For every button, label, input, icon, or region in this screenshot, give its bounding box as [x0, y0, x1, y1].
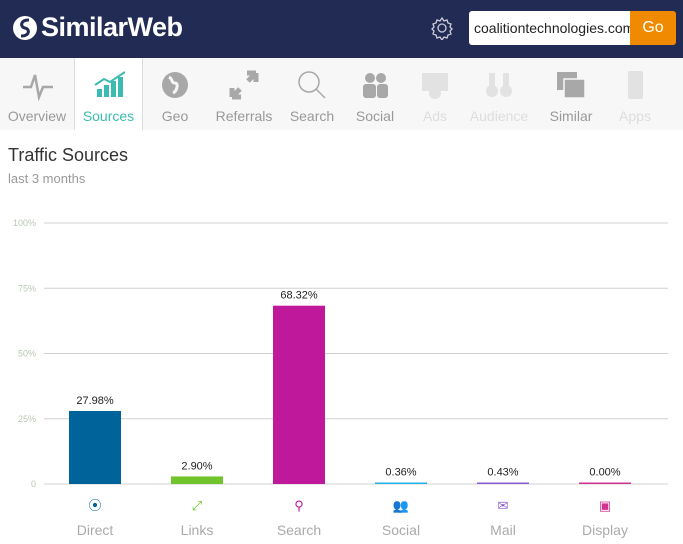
page-title: Traffic Sources — [8, 145, 129, 165]
section-nav: Overview Sources Geo Referrals Search Social A… — [0, 58, 683, 130]
tab-geo[interactable]: Geo — [143, 58, 207, 130]
tab-ads: Ads — [407, 58, 463, 130]
bar-mail[interactable] — [477, 482, 529, 485]
tab-label: Referrals — [215, 108, 273, 124]
settings-gear-icon[interactable] — [430, 16, 454, 40]
logo[interactable]: SimilarWeb — [12, 12, 183, 43]
x-tick-label: Links — [181, 522, 214, 538]
y-tick-label: 75% — [18, 283, 36, 293]
ads-icon — [419, 68, 451, 102]
people-icon — [359, 68, 391, 102]
phone-icon — [619, 68, 651, 102]
logo-text: SimilarWeb — [41, 12, 183, 42]
y-tick-label: 50% — [18, 349, 36, 359]
data-label: 68.32% — [280, 290, 318, 302]
tab-audience: Audience — [463, 58, 535, 130]
tab-social[interactable]: Social — [343, 58, 407, 130]
traffic-sources-chart: 0 25% 50% 75% 100% 27.98% ⦿ Direct 2.90% ⤢ Links 68… — [13, 218, 668, 538]
tab-label: Search — [289, 108, 335, 124]
data-label: 0.43% — [487, 467, 518, 479]
bar-direct[interactable] — [69, 410, 121, 484]
data-label: 0.36% — [385, 467, 416, 479]
bar-search[interactable] — [273, 305, 325, 484]
tab-label: Apps — [619, 108, 651, 124]
tab-label: Sources — [82, 108, 135, 124]
data-label: 0.00% — [589, 467, 620, 479]
similarweb-logo-icon — [13, 15, 37, 40]
tab-label: Ads — [422, 108, 448, 124]
tab-search[interactable]: Search — [281, 58, 343, 130]
tab-similar[interactable]: Similar — [535, 58, 607, 130]
x-tick-label: Mail — [490, 522, 516, 538]
binoculars-icon — [483, 68, 515, 102]
tab-apps: Apps — [607, 58, 663, 130]
tab-label: Social — [355, 108, 395, 124]
social-icon: 👥 — [393, 498, 409, 513]
tab-label: Overview — [7, 108, 67, 124]
tab-sources[interactable]: Sources — [74, 58, 143, 130]
windows-icon — [555, 68, 587, 102]
search-icon: ⚲ — [294, 498, 304, 513]
bar-links[interactable] — [171, 476, 223, 484]
bar-display[interactable] — [579, 482, 631, 485]
bar-trend-icon — [93, 68, 125, 102]
direct-icon: ⦿ — [88, 498, 101, 513]
arrows-icon — [228, 68, 260, 102]
tab-overview[interactable]: Overview — [0, 58, 74, 130]
bar-social[interactable] — [375, 482, 427, 485]
x-tick-label: Display — [582, 522, 628, 538]
x-tick-label: Social — [382, 522, 420, 538]
tab-label: Similar — [549, 108, 593, 124]
header: SimilarWeb Go — [0, 0, 683, 58]
x-tick-label: Direct — [77, 522, 114, 538]
tab-label: Geo — [161, 108, 189, 124]
tab-referrals[interactable]: Referrals — [207, 58, 281, 130]
globe-icon — [159, 68, 191, 102]
y-tick-label: 100% — [13, 218, 36, 228]
links-icon: ⤢ — [192, 498, 202, 513]
page-subtitle: last 3 months — [8, 171, 86, 186]
tab-label: Audience — [469, 108, 529, 124]
display-icon: ▣ — [599, 498, 611, 513]
domain-search-input[interactable] — [469, 11, 630, 45]
go-button[interactable]: Go — [630, 11, 676, 45]
pulse-icon — [21, 68, 53, 102]
data-label: 27.98% — [76, 395, 114, 407]
mail-icon: ✉ — [498, 498, 509, 513]
x-tick-label: Search — [277, 522, 321, 538]
magnifier-icon — [296, 68, 328, 102]
data-label: 2.90% — [181, 460, 212, 472]
y-tick-label: 25% — [18, 414, 36, 424]
y-tick-label: 0 — [31, 479, 36, 489]
